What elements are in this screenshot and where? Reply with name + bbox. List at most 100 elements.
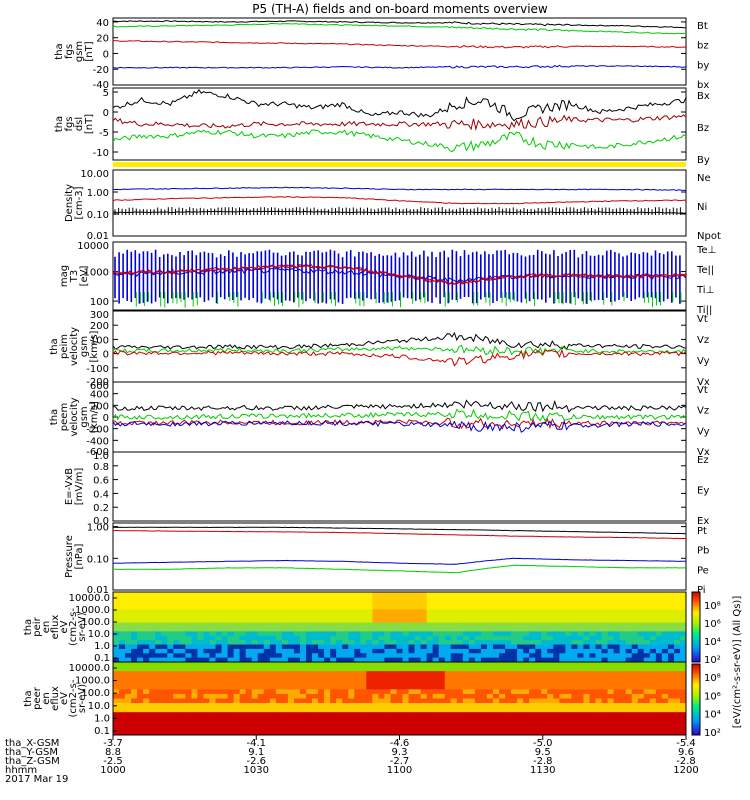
spectrogram-cell (589, 675, 596, 681)
spectrogram-cell (269, 698, 277, 704)
spectrogram-cell (613, 675, 621, 681)
spectrogram-cell (185, 618, 192, 624)
spectrogram-cell (287, 675, 295, 681)
spectrogram-cell (125, 605, 132, 610)
spectrogram-cell (239, 592, 247, 597)
spectrogram-cell (354, 657, 361, 663)
spectrogram-cell (643, 640, 651, 645)
spectrogram-cell (456, 600, 464, 606)
spectrogram-cell (233, 600, 241, 606)
spectrogram-cell (137, 596, 144, 602)
spectrogram-cell (113, 600, 120, 606)
spectrogram-cell (197, 703, 204, 709)
spectrogram-cell (384, 689, 391, 695)
spectrogram-cell (209, 605, 216, 610)
spectrogram-cell (661, 684, 669, 690)
spectrogram-cell (547, 662, 554, 667)
spectrogram-cell (571, 707, 578, 713)
spectrogram-cell (287, 684, 295, 690)
spectrogram-cell (420, 657, 428, 663)
spectrogram-cell (426, 635, 434, 641)
y-label-line: en (41, 692, 52, 705)
spectrogram-cell (474, 680, 482, 686)
spectrogram-cell (330, 657, 337, 663)
spectrogram-cell (143, 698, 150, 704)
spectrogram-cell (119, 662, 126, 667)
x-row-label: tha_Y-GSM (5, 747, 58, 758)
spectrogram-cell (468, 657, 476, 663)
spectrogram-cell (336, 613, 343, 619)
spectrogram-cell (577, 653, 584, 659)
spectrogram-cell (673, 635, 681, 641)
spectrogram-cell (661, 596, 669, 602)
spectrogram-cell (619, 613, 627, 619)
spectrogram-cell (462, 666, 470, 672)
spectrogram-cell (390, 671, 397, 677)
spectrogram-cell (474, 627, 482, 632)
spectrogram-cell (541, 600, 548, 606)
spectrogram-cell (155, 627, 162, 632)
spectrogram-cell (269, 712, 277, 718)
spectrogram-cell (293, 627, 301, 632)
legend-entry-Pe: Pe (697, 565, 709, 576)
spectrogram-cell (667, 622, 675, 628)
spectrogram-cell (456, 592, 464, 597)
spectrogram-cell (287, 689, 295, 695)
spectrogram-cell (468, 698, 476, 704)
spectrogram-cell (619, 618, 627, 624)
spectrogram-cell (643, 684, 651, 690)
spectrogram-cell (402, 644, 409, 650)
spectrogram-cell (625, 596, 633, 602)
spectrogram-cell (474, 653, 482, 659)
spectrogram-cell (643, 671, 651, 677)
spectrogram-cell (511, 657, 518, 663)
spectrogram-cell (444, 653, 452, 659)
spectrogram-cell (547, 596, 554, 602)
y-tick-label: 10000 (77, 241, 109, 252)
spectrogram-cell (185, 680, 192, 686)
spectrogram-cell (547, 648, 554, 654)
spectrogram-cell (275, 684, 283, 690)
spectrogram-cell (251, 675, 259, 681)
spectrogram-cell (444, 725, 452, 731)
spectrogram-cell (360, 730, 367, 736)
spectrogram-cell (613, 712, 621, 718)
spectrogram-cell (643, 689, 651, 695)
spectrogram-cell (378, 618, 385, 624)
spectrogram-cell (505, 600, 512, 606)
spectrogram-cell (348, 693, 355, 699)
spectrogram-cell (601, 662, 608, 667)
spectrogram-cell (179, 693, 186, 699)
spectrogram-cell (589, 689, 596, 695)
spectrogram-cell (438, 671, 446, 677)
spectrogram-cell (378, 693, 385, 699)
spectrogram-cell (577, 680, 584, 686)
y-label-line: Pressure (64, 535, 75, 578)
spectrogram-cell (529, 609, 536, 615)
spectrogram-cell (529, 653, 536, 659)
spectrogram-cell (269, 596, 277, 602)
spectrogram-cell (173, 675, 180, 681)
spectrogram-cell (306, 640, 313, 645)
spectrogram-cell (541, 618, 548, 624)
spectrogram-cell (215, 725, 222, 731)
spectrogram-cell (354, 703, 361, 709)
spectrogram-cell (281, 725, 289, 731)
spectrogram-cell (336, 712, 343, 718)
spectrogram-cell (354, 707, 361, 713)
spectrogram-cell (149, 609, 156, 615)
spectrogram-cell (577, 712, 584, 718)
spectrogram-cell (318, 725, 325, 731)
spectrogram-cell (330, 635, 337, 641)
spectrogram-cell (402, 592, 409, 597)
spectrogram-cell (661, 725, 669, 731)
spectrogram-cell (384, 618, 391, 624)
spectrogram-cell (372, 716, 379, 722)
spectrogram-cell (619, 707, 627, 713)
spectrogram-cell (155, 613, 162, 619)
spectrogram-cell (438, 653, 446, 659)
spectrogram-cell (161, 721, 168, 727)
spectrogram-cell (324, 707, 331, 713)
spectrogram-cell (119, 680, 126, 686)
spectrogram-cell (625, 644, 633, 650)
